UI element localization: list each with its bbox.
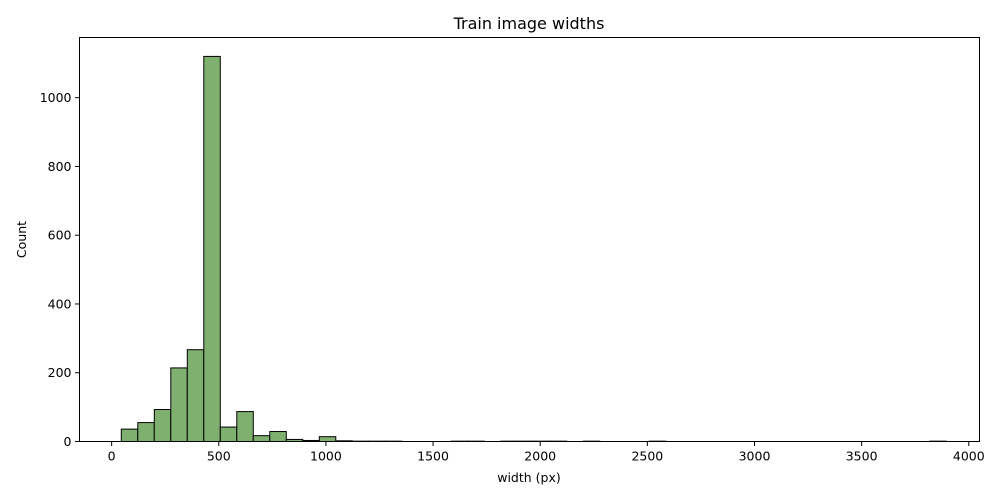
y-tick-label: 400: [48, 296, 72, 311]
x-tick-label: 1500: [417, 449, 449, 464]
histogram-bar: [120, 428, 139, 442]
y-tick-label: 1000: [40, 90, 72, 105]
x-tick-label: 2000: [524, 449, 556, 464]
y-tick-label: 0: [64, 434, 72, 449]
y-axis-label: Count: [14, 221, 29, 258]
x-tick-label: 3500: [846, 449, 878, 464]
x-tick-label: 500: [207, 449, 231, 464]
histogram-bar: [252, 435, 271, 442]
chart-title: Train image widths: [453, 14, 605, 33]
bars-group: [120, 55, 947, 443]
x-tick-label: 1000: [310, 449, 342, 464]
y-tick-label: 800: [48, 159, 72, 174]
x-tick-label: 0: [108, 449, 116, 464]
x-axis-label: width (px): [497, 470, 561, 485]
y-tick-label: 200: [48, 365, 72, 380]
histogram-bar: [219, 426, 238, 442]
histogram-bar: [269, 431, 287, 442]
histogram-bar: [186, 349, 205, 443]
histogram-bar: [236, 411, 254, 442]
histogram-bar: [153, 409, 172, 442]
x-tick-label: 2500: [631, 449, 663, 464]
histogram-bar: [318, 436, 337, 443]
histogram-bar: [203, 55, 221, 442]
y-axis: 0 200 400 600 800 1000: [40, 90, 80, 449]
histogram-bar: [137, 422, 155, 442]
histogram-bar: [170, 367, 188, 443]
y-tick-label: 600: [48, 228, 72, 243]
plot-frame: [79, 37, 980, 442]
x-axis: 0 500 1000 1500 2000 2500 3000 3500 4000: [108, 441, 985, 464]
x-tick-label: 4000: [953, 449, 985, 464]
x-tick-label: 3000: [739, 449, 771, 464]
